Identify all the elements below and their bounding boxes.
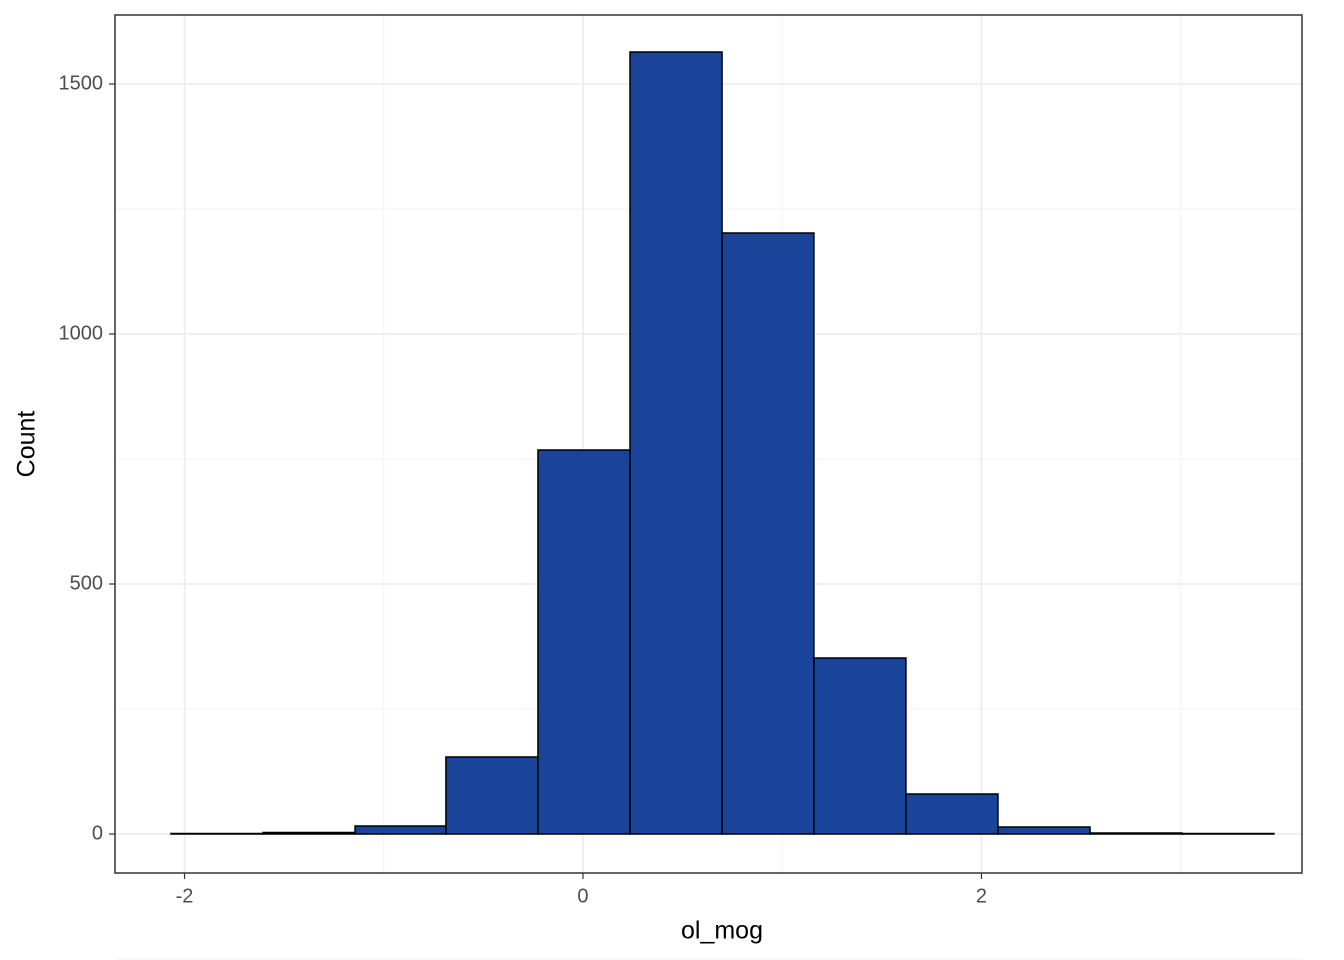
bar [1181,832,1275,835]
bar [262,831,356,835]
bar [813,657,907,835]
bar [905,793,999,835]
y-tick-label: 1500 [59,72,104,94]
y-tick-label: 0 [92,822,103,844]
y-tick-label: 1000 [59,322,104,344]
x-tick-label: 2 [976,885,987,907]
bar [629,51,723,835]
bar [1089,832,1183,835]
y-tick-label: 500 [70,572,103,594]
bar [170,832,264,835]
bar [537,449,631,835]
bar [445,756,539,835]
bar [997,826,1091,835]
x-tick-label: 0 [577,885,588,907]
y-axis-title: Count [13,411,41,478]
bar [354,825,447,835]
x-tick-label: -2 [176,885,194,907]
panel-border [114,14,1303,874]
x-axis-title: ol_mog [681,917,763,945]
bar [721,232,815,835]
